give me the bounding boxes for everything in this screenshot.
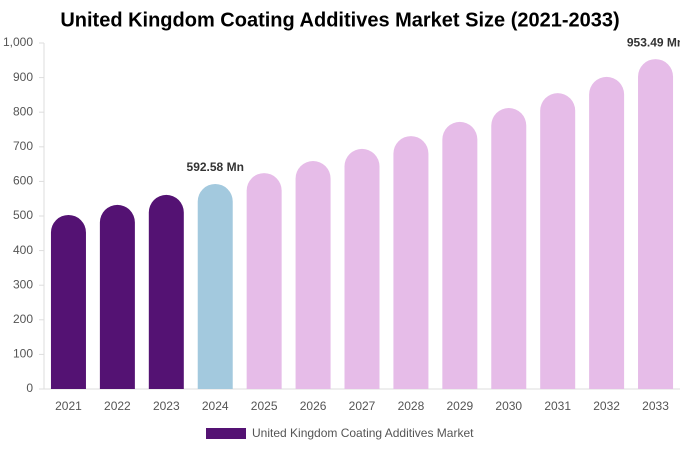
bar [295, 160, 331, 389]
x-tick-label: 2027 [349, 399, 376, 413]
bar [99, 204, 135, 389]
x-tick-label: 2028 [398, 399, 425, 413]
x-tick-label: 2021 [55, 399, 82, 413]
bar [344, 148, 380, 389]
y-tick-label: 200 [13, 312, 33, 326]
bar [442, 121, 478, 389]
legend-label: United Kingdom Coating Additives Market [252, 426, 474, 440]
y-tick-label: 500 [13, 208, 33, 222]
x-tick-label: 2032 [593, 399, 620, 413]
x-tick-label: 2030 [495, 399, 522, 413]
x-tick-label: 2029 [446, 399, 473, 413]
bar [197, 183, 233, 389]
y-tick-label: 800 [13, 104, 33, 118]
chart-title: United Kingdom Coating Additives Market … [60, 9, 619, 31]
y-tick-label: 900 [13, 70, 33, 84]
y-tick-label: 0 [26, 381, 33, 395]
bar [638, 59, 674, 389]
value-label: 592.58 Mn [187, 160, 244, 174]
y-tick-label: 600 [13, 174, 33, 188]
bar [491, 108, 527, 389]
x-tick-label: 2031 [544, 399, 571, 413]
bar [540, 93, 576, 390]
bar [50, 214, 86, 389]
x-tick-label: 2022 [104, 399, 131, 413]
y-tick-label: 400 [13, 243, 33, 257]
x-tick-label: 2025 [251, 399, 278, 413]
y-tick-label: 300 [13, 277, 33, 291]
bar [589, 76, 625, 390]
x-tick-label: 2033 [642, 399, 669, 413]
y-tick-label: 100 [13, 347, 33, 361]
bar [148, 194, 184, 389]
legend-swatch [206, 428, 246, 439]
x-tick-label: 2024 [202, 399, 229, 413]
y-tick-label: 700 [13, 139, 33, 153]
bar [246, 173, 282, 389]
x-tick-label: 2023 [153, 399, 180, 413]
bar [393, 136, 429, 389]
value-label: 953.49 Mn [627, 35, 680, 49]
y-tick-label: 1,000 [3, 35, 33, 49]
x-tick-label: 2026 [300, 399, 327, 413]
